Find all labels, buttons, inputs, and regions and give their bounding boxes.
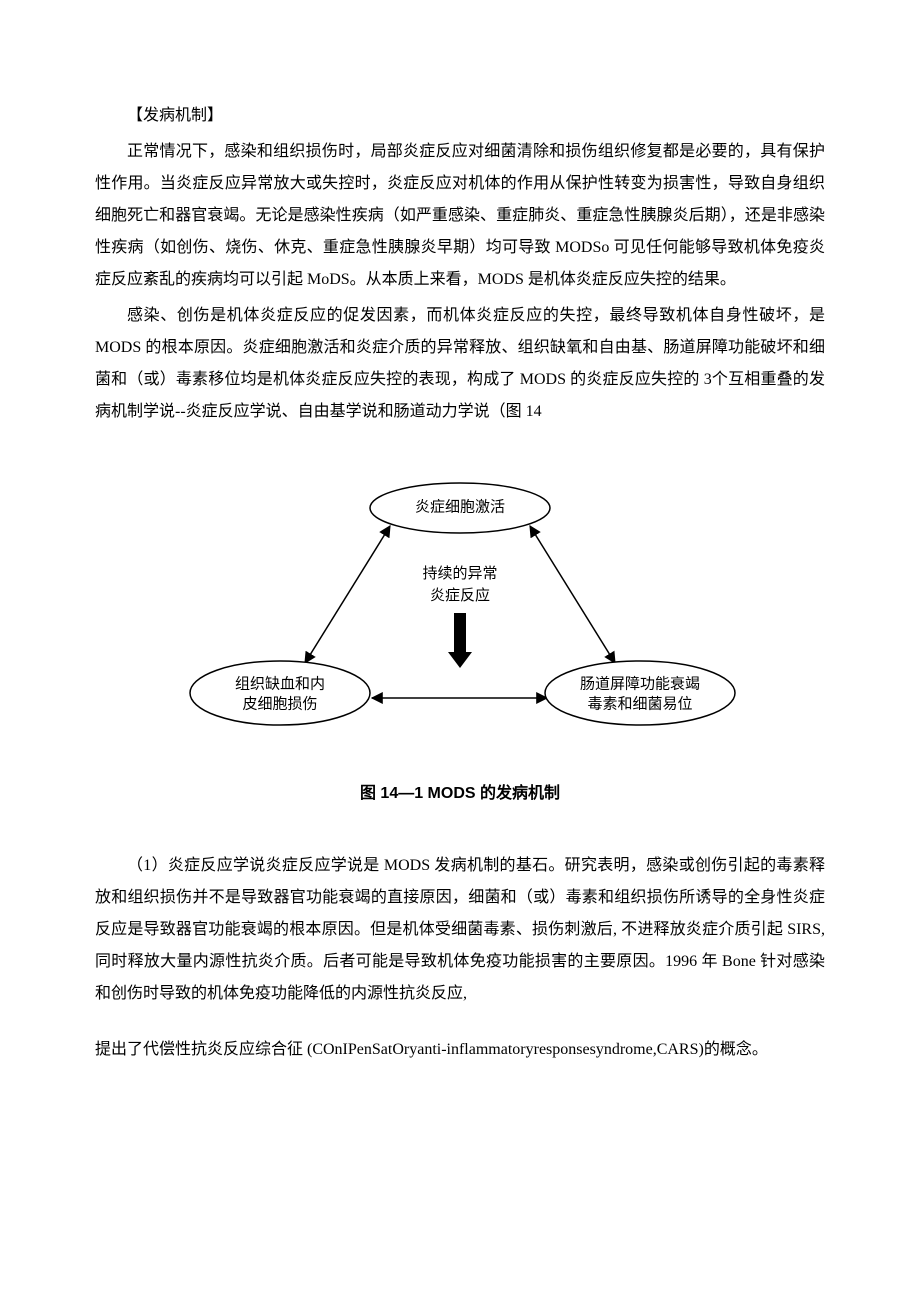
paragraph-1: 正常情况下，感染和组织损伤时，局部炎症反应对细菌清除和损伤组织修复都是必要的，具…: [95, 136, 825, 296]
document-page: 【发病机制】 正常情况下，感染和组织损伤时，局部炎症反应对细菌清除和损伤组织修复…: [0, 0, 920, 1130]
spacer: [95, 1014, 825, 1034]
mods-pathogenesis-diagram: 炎症细胞激活组织缺血和内皮细胞损伤 肠道屏障功能衰竭毒素和细菌易位 持续的异常炎症反…: [180, 468, 740, 768]
svg-text:毒素和细菌易位: 毒素和细菌易位: [587, 695, 692, 712]
svg-text:皮细胞损伤: 皮细胞损伤: [242, 695, 317, 712]
svg-text:组织缺血和内: 组织缺血和内: [235, 675, 325, 692]
diagram-container: 炎症细胞激活组织缺血和内皮细胞损伤 肠道屏障功能衰竭毒素和细菌易位 持续的异常炎症反…: [95, 468, 825, 768]
svg-text:炎症反应: 炎症反应: [430, 586, 490, 604]
svg-text:持续的异常: 持续的异常: [422, 565, 497, 582]
figure-caption: 图 14—1 MODS 的发病机制: [95, 778, 825, 810]
paragraph-3: （1）炎症反应学说炎症反应学说是 MODS 发病机制的基石。研究表明，感染或创伤…: [95, 850, 825, 1010]
paragraph-2: 感染、创伤是机体炎症反应的促发因素，而机体炎症反应的失控，最终导致机体自身性破坏…: [95, 300, 825, 428]
svg-text:肠道屏障功能衰竭: 肠道屏障功能衰竭: [580, 674, 700, 692]
svg-text:炎症细胞激活: 炎症细胞激活: [415, 498, 505, 515]
paragraph-4: 提出了代偿性抗炎反应综合征 (COnIPenSatOryanti-inflamm…: [95, 1034, 825, 1066]
section-heading: 【发病机制】: [95, 100, 825, 132]
